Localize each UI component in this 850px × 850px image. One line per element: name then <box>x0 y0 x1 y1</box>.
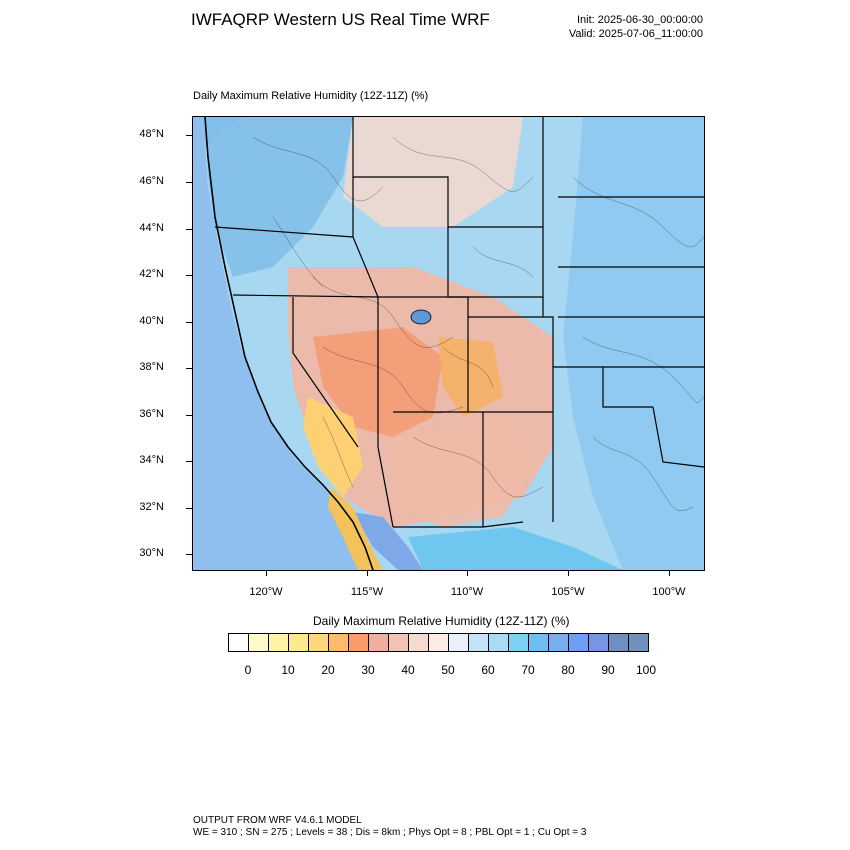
region-mexico <box>408 527 623 570</box>
colorbar-swatch <box>549 634 569 651</box>
lat-tick <box>186 554 192 555</box>
region-colorado-plateau <box>438 337 503 417</box>
lon-tick <box>266 570 267 576</box>
colorbar-label: 10 <box>281 663 295 677</box>
colorbar-swatch <box>349 634 369 651</box>
model-info-line2: WE = 310 ; SN = 275 ; Levels = 38 ; Dis … <box>193 827 587 838</box>
model-info-line1: OUTPUT FROM WRF V4.6.1 MODEL <box>193 815 362 826</box>
colorbar-swatch <box>529 634 549 651</box>
lon-label: 115°W <box>350 586 384 598</box>
lon-label: 110°W <box>450 586 484 598</box>
lat-label: 48°N <box>139 128 164 140</box>
colorbar-swatch <box>469 634 489 651</box>
colorbar-swatch <box>449 634 469 651</box>
colorbar-label: 30 <box>361 663 375 677</box>
valid-time: Valid: 2025-07-06_11:00:00 <box>568 28 703 40</box>
lon-tick <box>669 570 670 576</box>
map-canvas <box>193 117 704 570</box>
gulf-of-california <box>353 512 423 570</box>
lat-label: 32°N <box>139 501 164 513</box>
colorbar-swatch <box>429 634 449 651</box>
lat-label: 30°N <box>139 547 164 559</box>
lon-label: 100°W <box>652 586 686 598</box>
colorbar-swatch <box>309 634 329 651</box>
lon-tick <box>467 570 468 576</box>
lat-tick <box>186 415 192 416</box>
lat-label: 38°N <box>139 361 164 373</box>
colorbar-label: 50 <box>441 663 455 677</box>
colorbar-label: 40 <box>401 663 415 677</box>
colorbar-swatch <box>629 634 648 651</box>
colorbar-swatch <box>569 634 589 651</box>
colorbar-swatch <box>289 634 309 651</box>
lat-label: 42°N <box>139 268 164 280</box>
state-boundaries <box>214 117 704 528</box>
colorbar-label: 0 <box>244 663 252 677</box>
lat-tick <box>186 182 192 183</box>
lat-label: 40°N <box>139 315 164 327</box>
colorbar-label: 100 <box>635 663 657 677</box>
lat-tick <box>186 461 192 462</box>
lat-tick <box>186 368 192 369</box>
colorbar-swatch <box>389 634 409 651</box>
colorbar-swatch <box>509 634 529 651</box>
lat-tick <box>186 229 192 230</box>
colorbar-label: 60 <box>481 663 495 677</box>
lon-tick <box>568 570 569 576</box>
lat-tick <box>186 275 192 276</box>
model-info: OUTPUT FROM WRF V4.6.1 MODEL WE = 310 ; … <box>193 815 586 839</box>
colorbar-swatch <box>589 634 609 651</box>
colorbar-swatch <box>489 634 509 651</box>
region-pacnw <box>205 117 353 277</box>
lat-tick <box>186 508 192 509</box>
colorbar-label: 70 <box>521 663 535 677</box>
colorbar-swatch <box>609 634 629 651</box>
lon-label: 120°W <box>249 586 283 598</box>
region-east <box>563 117 704 570</box>
run-times: Init: 2025-06-30_00:00:00 Valid: 2025-07… <box>569 13 703 41</box>
contour-lines <box>252 136 704 511</box>
colorbar-label: 20 <box>321 663 335 677</box>
plot-title: Daily Maximum Relative Humidity (12Z-11Z… <box>193 90 429 102</box>
lat-label: 44°N <box>139 222 164 234</box>
colorbar-swatch <box>269 634 289 651</box>
lat-tick <box>186 322 192 323</box>
lat-label: 34°N <box>139 454 164 466</box>
page-title: IWFAQRP Western US Real Time WRF <box>191 10 490 29</box>
humidity-map[interactable] <box>192 116 705 571</box>
colorbar-swatch <box>409 634 429 651</box>
colorbar-swatch <box>229 634 249 651</box>
colorbar-swatch <box>329 634 349 651</box>
colorbar-label: 80 <box>561 663 575 677</box>
lon-label: 105°W <box>551 586 585 598</box>
lon-tick <box>367 570 368 576</box>
region-southwest <box>393 417 533 527</box>
colorbar-title: Daily Maximum Relative Humidity (12Z-11Z… <box>313 614 570 628</box>
colorbar <box>228 633 649 652</box>
region-mojave <box>303 397 363 497</box>
region-northern-rockies <box>343 117 523 227</box>
lat-label: 46°N <box>139 175 164 187</box>
colorbar-label: 90 <box>601 663 615 677</box>
colorbar-swatch <box>369 634 389 651</box>
great-salt-lake <box>410 309 432 325</box>
coastline <box>204 117 374 570</box>
init-time: Init: 2025-06-30_00:00:00 <box>577 14 703 26</box>
colorbar-swatch <box>249 634 269 651</box>
lat-tick <box>186 135 192 136</box>
lat-label: 36°N <box>139 408 164 420</box>
